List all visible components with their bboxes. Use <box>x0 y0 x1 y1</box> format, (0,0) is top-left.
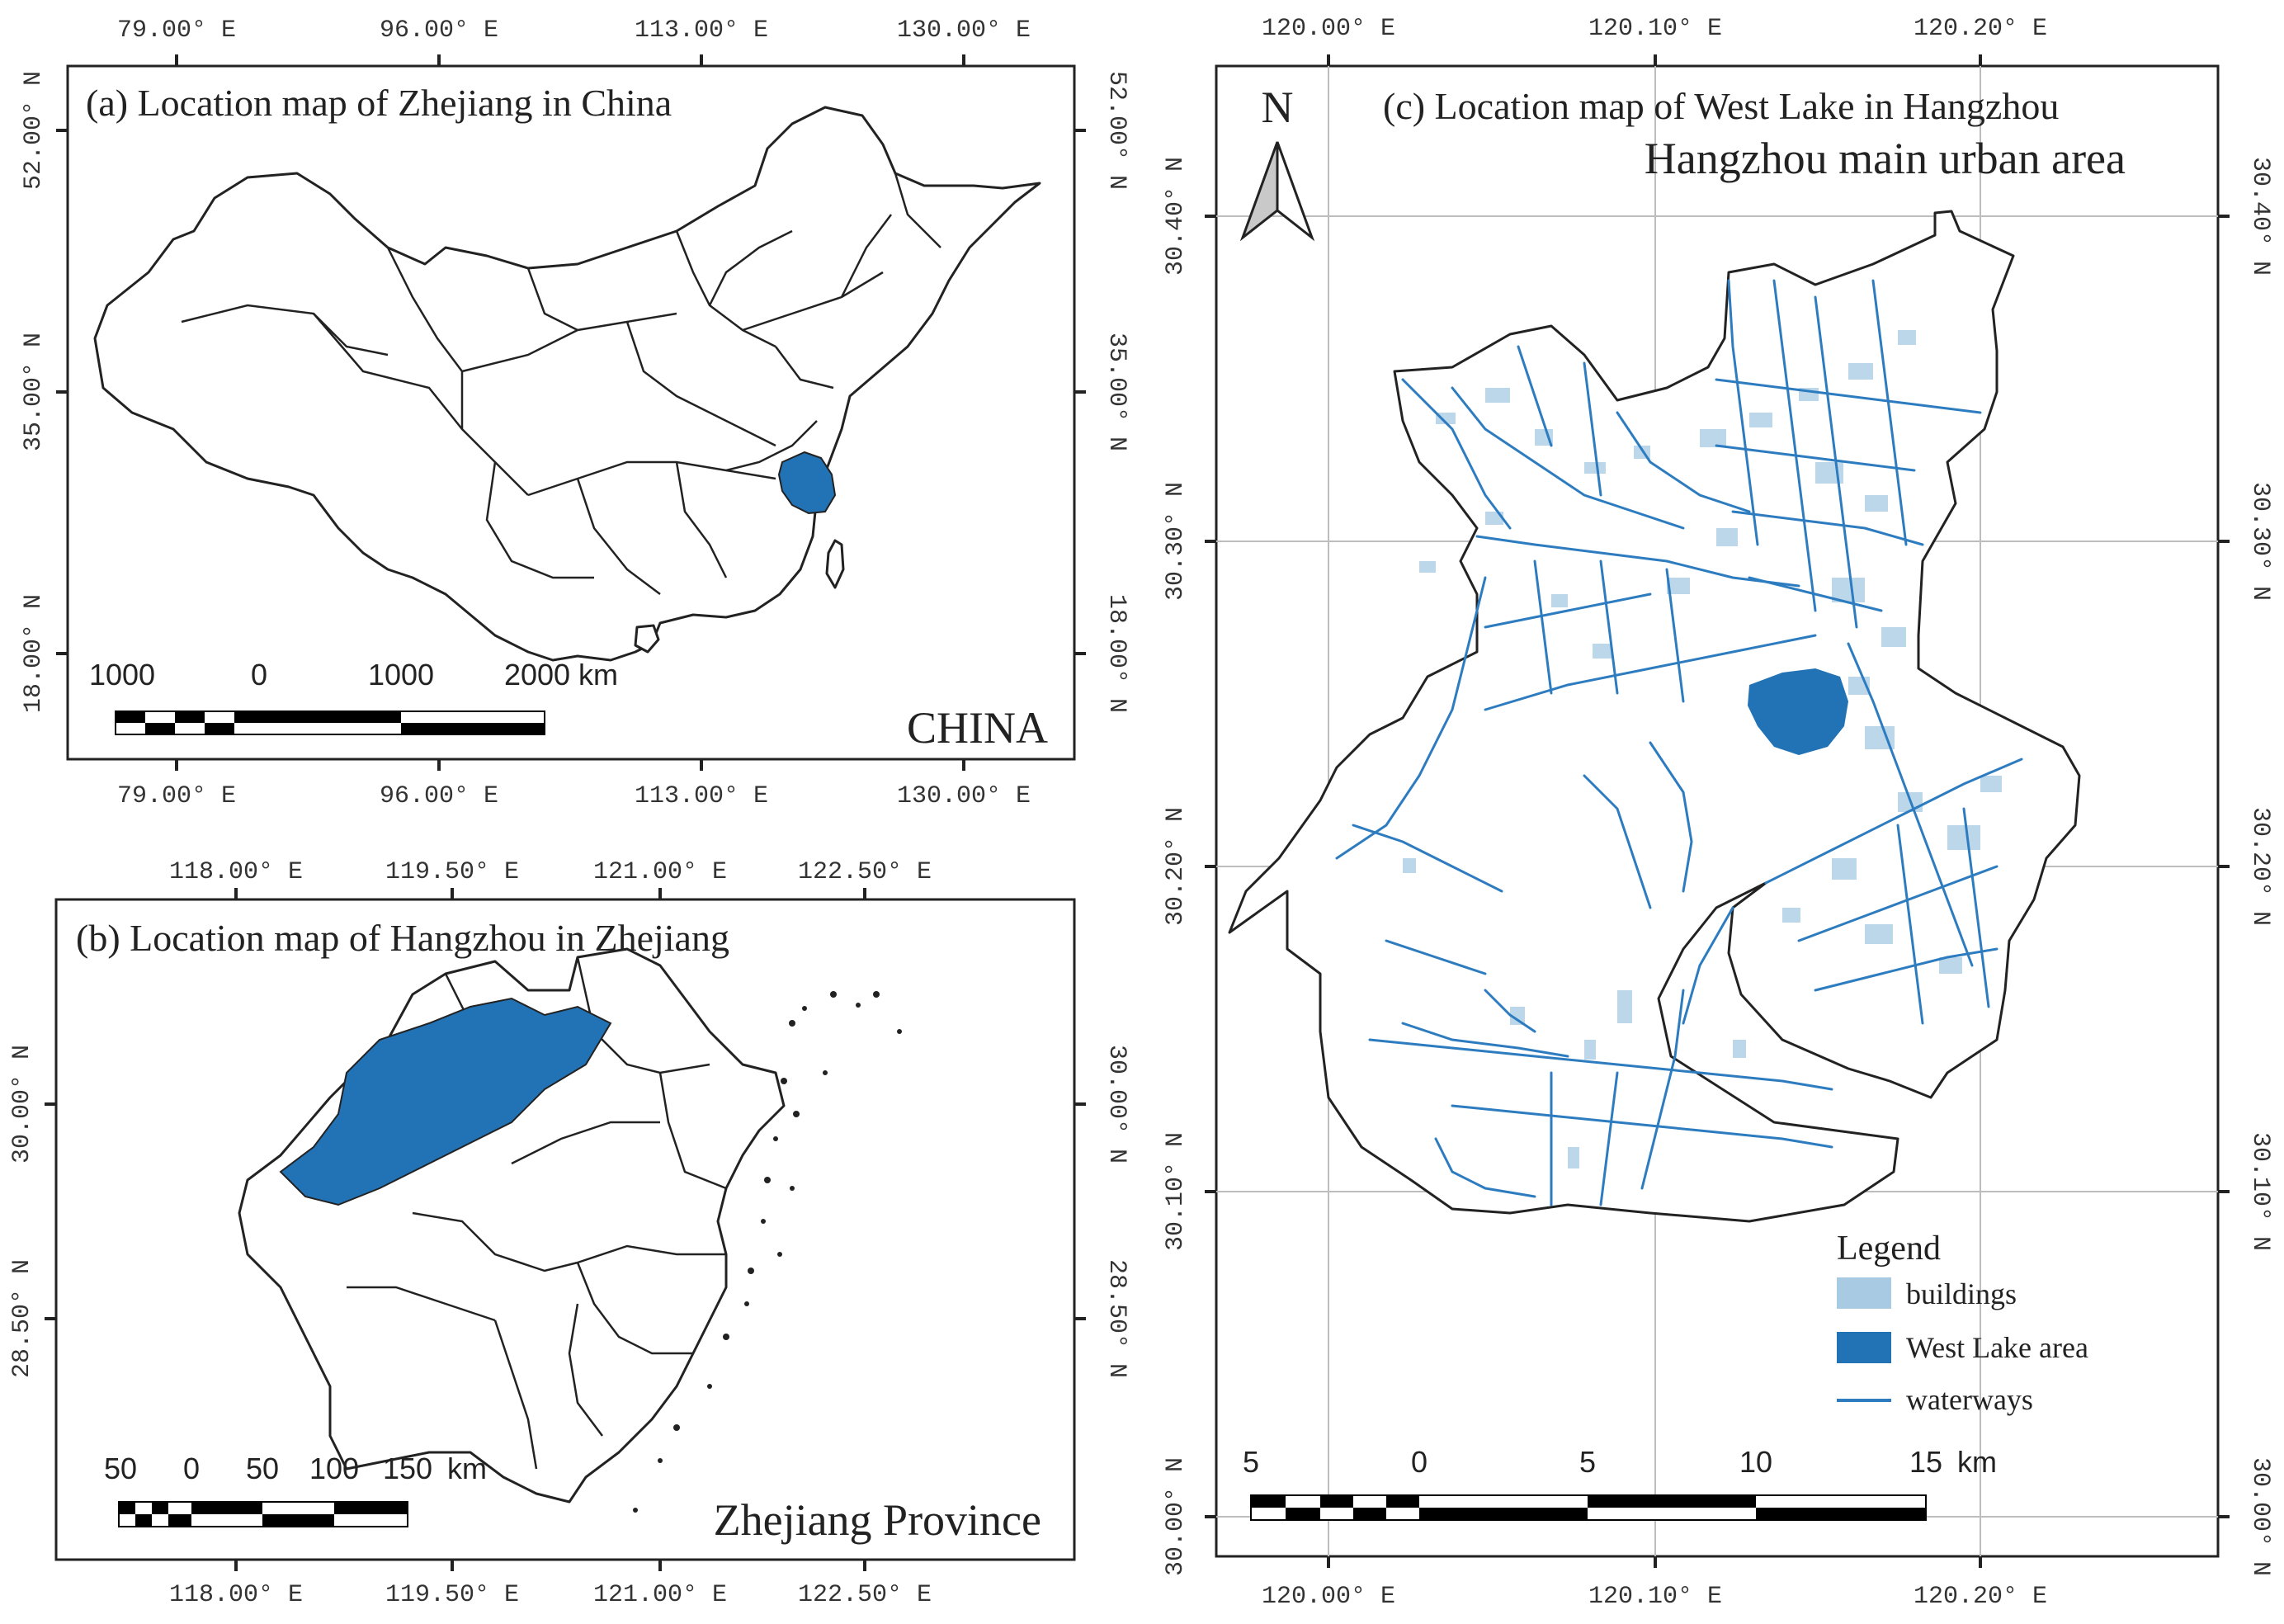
panel-a-xtick-top-1: 79.00° E <box>117 17 236 45</box>
panel-c-xtick-top-2: 120.10° E <box>1588 15 1722 43</box>
panel-a-region-label: CHINA <box>907 703 1048 753</box>
panel-c-xtick-top-3: 120.20° E <box>1914 15 2047 43</box>
panel-c-ytick-right-3: 30.20° N <box>2246 807 2274 926</box>
panel-c: 120.00° E 120.10° E 120.20° E 120.00° E … <box>1162 15 2274 1611</box>
china-outline <box>93 106 1041 662</box>
panel-b-title: (b) Location map of Hangzhou in Zhejiang <box>76 917 729 959</box>
panel-b-xtick-top-2: 119.50° E <box>385 858 519 886</box>
west-lake-swatch <box>1837 1332 1891 1363</box>
panel-b-ytick-right-1: 30.00° N <box>1102 1045 1130 1164</box>
panel-c-ytick-left-3: 30.20° N <box>1162 807 1190 926</box>
panel-c-scale-label-5: 15 <box>1909 1445 1942 1479</box>
north-arrow-right-half <box>1276 141 1315 242</box>
panel-b-frame <box>54 898 1076 1561</box>
panel-a-xtick-bottom-1: 79.00° E <box>117 782 236 810</box>
panel-b-region-label: Zhejiang Province <box>714 1495 1041 1545</box>
panel-a-ytick-right-1: 52.00° N <box>1102 71 1130 190</box>
north-arrow-left-half <box>1239 141 1279 242</box>
panel-c-scale-label-2: 0 <box>1411 1445 1428 1479</box>
panel-c-ytick-right-2: 30.30° N <box>2246 482 2274 601</box>
legend-title: Legend <box>1837 1230 1941 1268</box>
panel-c-scale-label-4: 10 <box>1739 1445 1772 1479</box>
panel-b-ytick-left-1: 30.00° N <box>8 1045 36 1164</box>
panel-a-ytick-left-3: 18.00° N <box>20 594 48 713</box>
panel-a-ytick-right-3: 18.00° N <box>1102 594 1130 713</box>
panel-c-xtick-bottom-3: 120.20° E <box>1914 1583 2047 1611</box>
panel-c-scale-label-3: 5 <box>1579 1445 1596 1479</box>
panel-a-xtick-top-4: 130.00° E <box>897 17 1031 45</box>
legend-label-west-lake: West Lake area <box>1906 1331 2088 1364</box>
panel-b-xtick-top-3: 121.00° E <box>593 858 727 886</box>
legend-label-buildings: buildings <box>1906 1277 2017 1310</box>
panel-b: 118.00° E 119.50° E 121.00° E 122.50° E … <box>8 858 1130 1609</box>
panel-a-xtick-top-3: 113.00° E <box>635 17 768 45</box>
hainan-outline <box>634 624 660 654</box>
panel-c-ytick-left-4: 30.10° N <box>1162 1132 1190 1251</box>
panel-a-scale-label-2: 0 <box>251 658 267 692</box>
panel-c-ytick-left-5: 30.00° N <box>1162 1457 1190 1576</box>
panel-a-scale-label-1: 1000 <box>89 658 155 692</box>
panel-c-ytick-left-2: 30.30° N <box>1162 482 1190 601</box>
panel-b-xtick-top-4: 122.50° E <box>798 858 932 886</box>
waterways-layer <box>1335 279 2023 1206</box>
panel-c-scale-label-1: 5 <box>1243 1445 1259 1479</box>
panel-b-ytick-left-2: 28.50° N <box>8 1259 36 1378</box>
panel-b-scale-label-4: 100 <box>309 1452 359 1485</box>
panel-a: 79.00° E 96.00° E 113.00° E 130.00° E 79… <box>20 17 1130 810</box>
panel-b-scale-label-5: 150 <box>383 1452 432 1485</box>
north-arrow: N <box>1239 83 1315 242</box>
panel-b-xtick-bottom-4: 122.50° E <box>798 1581 932 1609</box>
taiwan-outline <box>825 539 845 589</box>
panel-a-ytick-left-1: 52.00° N <box>20 71 48 190</box>
hangzhou-highlight <box>279 997 612 1206</box>
panel-c-ytick-left-1: 30.40° N <box>1162 157 1190 276</box>
panel-c-scale-bar <box>1250 1494 1927 1521</box>
panel-b-scale-bar <box>118 1501 408 1527</box>
panel-c-xtick-top-1: 120.00° E <box>1262 15 1395 43</box>
panel-b-xtick-bottom-2: 119.50° E <box>385 1581 519 1609</box>
panel-c-subtitle: Hangzhou main urban area <box>1645 134 2126 183</box>
panel-a-xtick-bottom-3: 113.00° E <box>635 782 768 810</box>
panel-c-title: (c) Location map of West Lake in Hangzho… <box>1383 85 2059 127</box>
panel-c-xtick-bottom-1: 120.00° E <box>1262 1583 1395 1611</box>
panel-a-title: (a) Location map of Zhejiang in China <box>86 82 672 124</box>
panel-b-ytick-right-2: 28.50° N <box>1102 1259 1130 1378</box>
west-lake-highlight <box>1748 668 1848 755</box>
panel-a-scale-bar <box>115 710 545 735</box>
north-arrow-letter: N <box>1262 83 1294 132</box>
panel-c-scale-label-6: km <box>1957 1445 1997 1479</box>
panel-a-xtick-bottom-4: 130.00° E <box>897 782 1031 810</box>
buildings-swatch <box>1837 1277 1891 1309</box>
panel-a-ytick-left-2: 35.00° N <box>20 333 48 451</box>
panel-c-xtick-bottom-2: 120.10° E <box>1588 1583 1722 1611</box>
panel-c-frame <box>1215 64 2220 1558</box>
panel-c-ytick-right-1: 30.40° N <box>2246 157 2274 276</box>
panel-b-scale-label-2: 0 <box>183 1452 200 1485</box>
panel-c-ytick-right-4: 30.10° N <box>2246 1132 2274 1251</box>
panel-a-frame <box>66 64 1076 761</box>
legend-label-waterways: waterways <box>1906 1383 2033 1416</box>
panel-b-xtick-top-1: 118.00° E <box>169 858 303 886</box>
panel-a-scale-label-4: 2000 km <box>504 658 618 692</box>
panel-a-xtick-top-2: 96.00° E <box>380 17 498 45</box>
panel-b-scale-label-6: km <box>447 1452 487 1485</box>
legend: Legend buildings West Lake area waterway… <box>1837 1230 2088 1416</box>
panel-b-xtick-bottom-3: 121.00° E <box>593 1581 727 1609</box>
panel-c-ytick-right-5: 30.00° N <box>2246 1457 2274 1576</box>
panel-b-xtick-bottom-1: 118.00° E <box>169 1581 303 1609</box>
panel-a-scale-label-3: 1000 <box>368 658 434 692</box>
zhejiang-highlight <box>777 451 837 515</box>
panel-b-scale-label-1: 50 <box>104 1452 137 1485</box>
panel-a-xtick-bottom-2: 96.00° E <box>380 782 498 810</box>
panel-a-ytick-right-2: 35.00° N <box>1102 333 1130 451</box>
panel-b-scale-label-3: 50 <box>246 1452 279 1485</box>
